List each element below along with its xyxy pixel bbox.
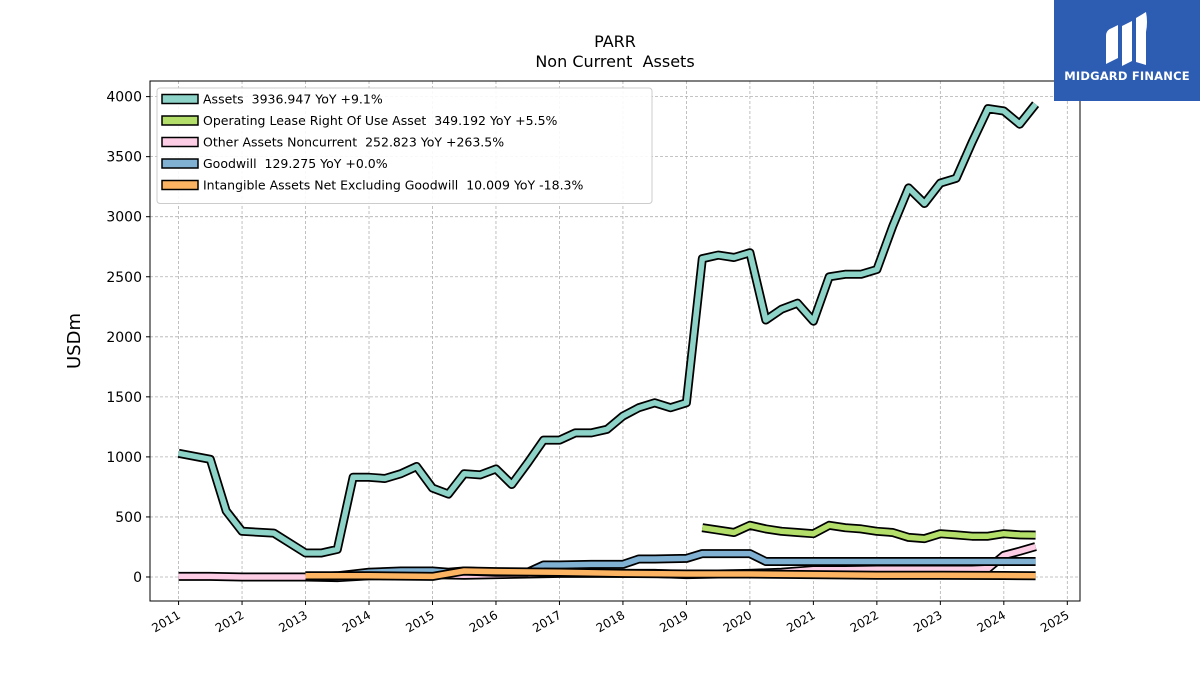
- x-tick-label: 2014: [340, 608, 373, 635]
- y-tick-label: 0: [133, 570, 142, 586]
- series-4: [305, 566, 1036, 581]
- legend-swatch: [161, 115, 199, 126]
- x-tick-label: 2015: [403, 608, 436, 635]
- series-line: [305, 550, 1036, 580]
- legend-swatch: [161, 136, 199, 148]
- legend-swatch: [161, 93, 199, 105]
- y-tick-label: 2500: [106, 270, 142, 286]
- x-tick-label: 2018: [594, 608, 627, 635]
- plot-frame: [149, 80, 1081, 602]
- legend-label: Operating Lease Right Of Use Asset 349.1…: [203, 113, 558, 128]
- y-tick-label: 2000: [106, 330, 142, 346]
- y-tick-label: 500: [115, 510, 142, 526]
- x-tick-label: 2012: [213, 608, 246, 635]
- y-tick-label: 1500: [106, 390, 142, 406]
- legend: Assets 3936.947 YoY +9.1% Operating Lease…: [156, 87, 653, 204]
- x-tick-label: 2013: [276, 608, 309, 635]
- legend-box: [156, 87, 653, 204]
- x-tick-label: 2020: [721, 608, 754, 635]
- x-tick-label: 2016: [467, 608, 500, 635]
- x-tick-label: 2023: [911, 608, 944, 635]
- x-tick-label: 2021: [784, 608, 817, 635]
- x-tick-label: 2022: [848, 608, 881, 635]
- y-tick-label: 3000: [106, 210, 142, 226]
- x-tick-label: 2025: [1038, 608, 1071, 635]
- series-3: [305, 549, 1036, 582]
- legend-swatch: [161, 179, 199, 191]
- series-lines: [177, 101, 1040, 583]
- series-line: [701, 522, 1036, 542]
- x-tick-label: 2017: [530, 608, 563, 635]
- legend-label: Intangible Assets Net Excluding Goodwill…: [203, 178, 584, 193]
- chart-title: PARR: [594, 32, 636, 51]
- x-tick-label: 2011: [149, 608, 182, 635]
- legend-label: Assets 3936.947 YoY +9.1%: [203, 92, 383, 107]
- x-tick-label: 2019: [657, 608, 690, 635]
- axes: 2011 2012 2013 2014 2015 2016 2017 2018 2019 2020…: [64, 80, 1081, 635]
- chart-subtitle: Non Current Assets: [535, 52, 695, 71]
- logo-text: MIDGARD FINANCE: [1064, 69, 1190, 83]
- series-line: [178, 102, 1038, 556]
- series-line: [305, 568, 1036, 580]
- logo-mark-icon: [1106, 12, 1147, 66]
- y-tick-label: 3500: [106, 150, 142, 166]
- legend-swatch: [161, 158, 199, 169]
- y-tick-label: 4000: [106, 90, 142, 106]
- midgard-finance-logo: MIDGARD FINANCE: [1054, 0, 1200, 101]
- x-tick-label: 2024: [975, 608, 1008, 635]
- legend-label: Goodwill 129.275 YoY +0.0%: [203, 156, 388, 171]
- chart-title-block: PARR Non Current Assets: [150, 32, 1080, 72]
- legend-label: Other Assets Noncurrent 252.823 YoY +263…: [203, 135, 504, 150]
- series-0: [177, 101, 1040, 558]
- y-axis-label: USDm: [64, 313, 85, 369]
- y-tick-label: 1000: [106, 450, 142, 466]
- series-1: [701, 520, 1036, 544]
